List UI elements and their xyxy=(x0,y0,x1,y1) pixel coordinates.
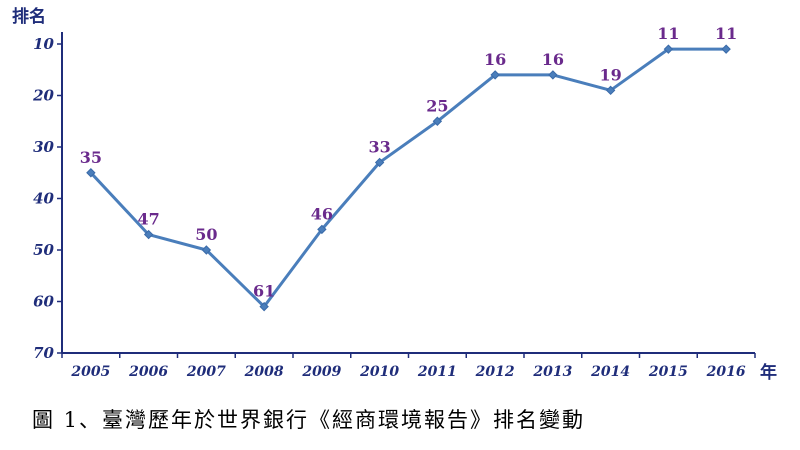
data-label: 61 xyxy=(253,282,275,301)
data-label: 11 xyxy=(657,24,679,43)
y-tick-label: 50 xyxy=(33,241,54,259)
data-label: 11 xyxy=(715,24,737,43)
data-point xyxy=(143,229,154,240)
x-tick-label: 2011 xyxy=(417,364,457,380)
x-tick-label: 2010 xyxy=(359,364,399,380)
y-tick-label: 70 xyxy=(33,344,54,362)
data-point xyxy=(605,85,616,96)
data-point xyxy=(317,224,327,235)
data-point xyxy=(86,168,96,178)
data-label: 50 xyxy=(195,225,217,244)
data-label: 47 xyxy=(137,210,159,229)
data-point xyxy=(201,245,212,255)
data-point xyxy=(259,301,269,312)
data-label: 46 xyxy=(311,204,333,223)
data-label: 19 xyxy=(599,65,621,84)
x-axis-ticks: 2005 2006 2007 2008 2009 2010 2011 2012 2013 2014… xyxy=(61,353,756,380)
data-labels: 35 47 50 61 46 33 25 16 16 19 11 11 xyxy=(80,24,738,301)
data-point xyxy=(548,70,558,80)
x-tick-label: 2014 xyxy=(590,364,630,380)
x-tick-label: 2008 xyxy=(244,364,284,380)
figure-caption: 圖 1、臺灣歷年於世界銀行《經商環境報告》排名變動 xyxy=(32,408,586,432)
y-tick-label: 30 xyxy=(33,138,54,156)
y-tick-label: 20 xyxy=(32,87,54,105)
x-tick-label: 2015 xyxy=(648,364,688,380)
x-tick-label: 2007 xyxy=(186,364,226,380)
data-label: 16 xyxy=(484,50,506,69)
x-axis-title: 年 xyxy=(760,362,777,383)
data-label: 25 xyxy=(426,96,448,115)
x-tick-label: 2012 xyxy=(475,364,515,380)
data-label: 16 xyxy=(542,50,564,69)
y-axis-ticks: 10 20 30 40 50 60 70 xyxy=(32,35,62,362)
data-label: 33 xyxy=(368,137,390,156)
x-tick-label: 2016 xyxy=(706,364,746,380)
series-line xyxy=(89,47,727,309)
x-tick-label: 2013 xyxy=(532,364,572,380)
data-point xyxy=(490,70,500,80)
y-tick-label: 40 xyxy=(33,190,54,208)
x-tick-label: 2009 xyxy=(301,364,341,380)
y-axis-title: 排名 xyxy=(12,6,46,27)
data-point xyxy=(663,44,674,54)
rank-chart: 排名 年 10 20 30 40 50 60 70 2005 2006 2007 2008 2009… xyxy=(12,6,777,383)
y-tick-label: 60 xyxy=(33,293,54,311)
y-tick-label: 10 xyxy=(33,35,54,53)
data-point xyxy=(374,157,385,168)
data-points xyxy=(86,44,731,312)
data-label: 35 xyxy=(80,148,102,167)
data-point xyxy=(432,116,443,126)
x-tick-label: 2005 xyxy=(70,364,110,380)
x-tick-label: 2006 xyxy=(128,364,168,380)
data-point xyxy=(721,44,731,54)
